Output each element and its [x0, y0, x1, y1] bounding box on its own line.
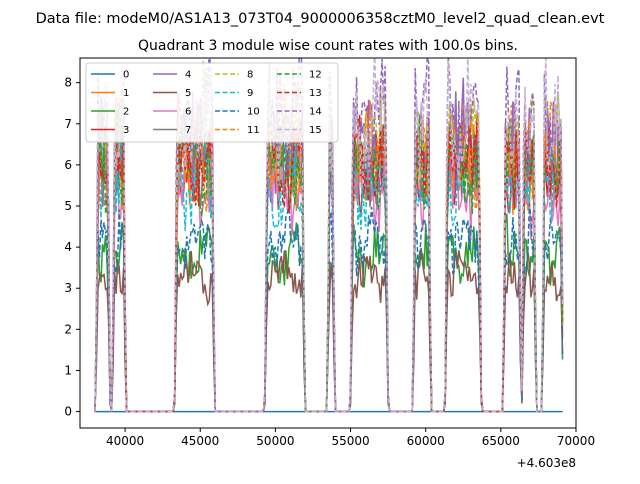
x-axis: 40000 45000 50000 55000 60000 65000 70000 — [106, 428, 595, 448]
plot-frame — [79, 57, 577, 429]
legend-label-7: 7 — [185, 125, 191, 136]
y-tick-label: 8 — [64, 76, 72, 90]
legend-label-10: 10 — [247, 107, 260, 118]
legend-label-4: 4 — [185, 70, 191, 81]
series-layer — [94, 58, 564, 413]
x-tick-label: 70000 — [557, 434, 595, 448]
y-axis: 0 1 2 3 4 5 6 7 8 — [64, 76, 80, 419]
legend-label-8: 8 — [247, 70, 253, 81]
y-tick-label: 5 — [64, 199, 72, 213]
legend-label-3: 3 — [123, 125, 129, 136]
y-tick-label: 0 — [64, 405, 72, 419]
y-tick-label: 7 — [64, 117, 72, 131]
legend-label-6: 6 — [185, 107, 191, 118]
y-tick-label: 6 — [64, 158, 72, 172]
series-line-15 — [94, 58, 564, 413]
y-tick-label: 4 — [64, 240, 72, 254]
legend-label-15: 15 — [309, 125, 322, 136]
legend-label-14: 14 — [309, 107, 322, 118]
y-tick-label: 2 — [64, 322, 72, 336]
x-tick-label: 50000 — [256, 434, 294, 448]
chart-suptitle: Data file: modeM0/AS1A13_073T04_90000063… — [36, 11, 605, 27]
legend-label-12: 12 — [309, 70, 322, 81]
legend-label-1: 1 — [123, 88, 129, 99]
legend-label-13: 13 — [309, 88, 322, 99]
x-tick-label: 40000 — [106, 434, 144, 448]
y-tick-label: 3 — [64, 281, 72, 295]
legend-label-5: 5 — [185, 88, 191, 99]
y-tick-label: 1 — [64, 363, 72, 377]
x-tick-label: 55000 — [331, 434, 369, 448]
x-tick-label: 45000 — [181, 434, 219, 448]
x-offset-label: +4.603e8 — [517, 456, 576, 470]
x-tick-label: 60000 — [407, 434, 445, 448]
legend-label-11: 11 — [247, 125, 260, 136]
legend-label-0: 0 — [123, 70, 129, 81]
x-tick-label: 65000 — [482, 434, 520, 448]
legend-label-9: 9 — [247, 88, 253, 99]
legend-box — [85, 62, 339, 143]
legend-label-2: 2 — [123, 107, 129, 118]
chart-title: Quadrant 3 module wise count rates with … — [138, 38, 518, 54]
